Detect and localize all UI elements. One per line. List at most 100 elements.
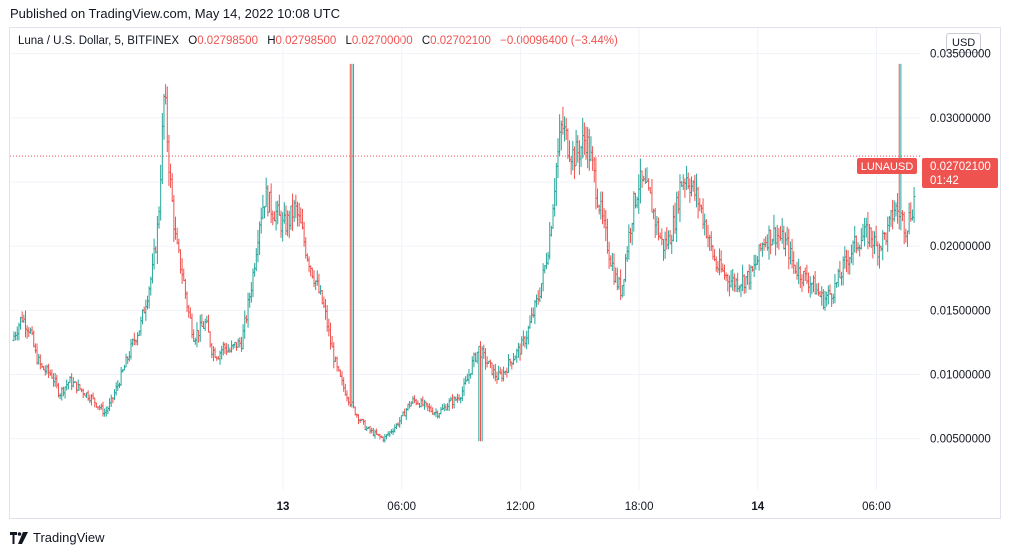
ohlc-bar: [408, 401, 412, 409]
ohlc-bar: [703, 213, 707, 236]
ohlc-bar: [413, 395, 417, 404]
ohlc-bar: [802, 270, 806, 287]
ohlc-bar: [869, 227, 873, 249]
ohlc-bar: [235, 341, 239, 351]
legend-open-value: 0.02798500: [197, 35, 258, 47]
ohlc-bar: [891, 199, 895, 230]
ohlc-bar: [32, 330, 36, 348]
ohlc-bar: [75, 381, 79, 394]
ohlc-bar: [347, 396, 351, 406]
ohlc-bar: [225, 343, 229, 356]
ohlc-bar: [76, 379, 80, 392]
currency-button[interactable]: USD: [946, 33, 982, 53]
ohlc-bar: [152, 238, 156, 270]
x-tick-label: 12:00: [506, 501, 535, 513]
ohlc-bar: [19, 316, 23, 330]
ohlc-bar: [309, 265, 313, 277]
chart-legend: Luna / U.S. Dollar, 5, BITFINEX O0.02798…: [18, 35, 624, 47]
ohlc-bar: [368, 425, 372, 434]
ohlc-bar: [881, 230, 885, 261]
ohlc-bar: [657, 217, 661, 241]
ohlc-bar: [741, 264, 745, 292]
ohlc-bar: [507, 353, 511, 373]
ohlc-bar: [889, 210, 893, 227]
x-tick-label: 13: [277, 501, 290, 513]
ohlc-bar: [592, 157, 596, 183]
ohlc-bar: [716, 261, 720, 274]
ohlc-bar: [788, 241, 792, 265]
ohlc-bar: [23, 310, 27, 338]
ohlc-bar: [185, 291, 189, 313]
ohlc-bar: [343, 383, 347, 396]
ohlc-bar: [357, 414, 361, 425]
ohlc-bar: [263, 206, 267, 219]
ohlc-bar: [297, 202, 301, 227]
ohlc-bar: [287, 210, 291, 239]
ohlc-bar: [637, 174, 641, 214]
ohlc-bar: [391, 428, 395, 435]
ohlc-bar: [478, 341, 482, 442]
ohlc-bar: [633, 192, 637, 209]
ohlc-bar: [864, 217, 868, 238]
y-tick-label: 0.02000000: [930, 241, 991, 253]
footer-brand[interactable]: TradingView: [10, 530, 105, 545]
ohlc-bar: [236, 338, 240, 348]
chart-grid: [10, 28, 920, 490]
ohlc-bar: [816, 282, 820, 296]
legend-low-label: L: [345, 35, 352, 47]
ohlc-bar: [551, 204, 555, 229]
ohlc-bar: [497, 365, 501, 380]
ohlc-bar: [602, 208, 606, 229]
ohlc-bar: [249, 281, 253, 303]
ohlc-bar: [772, 214, 776, 245]
ohlc-bar: [563, 116, 567, 142]
ohlc-bar: [121, 368, 125, 373]
last-price-tag-symbol-bg: [857, 158, 917, 174]
ohlc-bar: [647, 178, 651, 191]
ohlc-bar: [327, 318, 331, 337]
ohlc-bar: [774, 227, 778, 256]
legend-change-value: −0.00096400 (−3.44%): [500, 35, 618, 47]
ohlc-bar: [739, 283, 743, 297]
ohlc-bar: [901, 210, 905, 222]
ohlc-bar: [640, 170, 644, 189]
ohlc-bar: [277, 194, 281, 216]
legend-close-value: 0.02702100: [430, 35, 491, 47]
ohlc-bar: [274, 201, 278, 231]
ohlc-bar: [783, 232, 787, 257]
ohlc-bar: [197, 329, 201, 343]
ohlc-bar: [825, 291, 829, 307]
ohlc-bar: [259, 207, 263, 234]
ohlc-bar: [650, 178, 654, 213]
ohlc-bar: [460, 386, 464, 402]
ohlc-bar: [157, 206, 161, 229]
ohlc-bar: [790, 238, 794, 269]
ohlc-bar: [568, 140, 572, 163]
ohlc-bar: [271, 210, 275, 226]
ohlc-bar: [798, 265, 802, 289]
ohlc-bar: [305, 253, 309, 262]
ohlc-bar: [141, 309, 145, 325]
ohlc-bar: [241, 324, 245, 350]
chart-frame[interactable]: [9, 27, 1001, 519]
ohlc-bar: [482, 344, 486, 359]
ohlc-bar: [554, 162, 558, 207]
ohlc-bar: [154, 246, 158, 254]
ohlc-bar: [30, 326, 34, 336]
time-axis: 13 06:00 12:00 18:00 14 06:00: [277, 501, 891, 513]
ohlc-bar: [470, 356, 474, 375]
ohlc-bar: [495, 371, 499, 384]
ohlc-bar: [632, 191, 636, 232]
ohlc-bar: [813, 271, 817, 295]
ohlc-bar: [808, 276, 812, 298]
ohlc-bar: [101, 401, 105, 417]
ohlc-bar: [754, 254, 758, 270]
ohlc-bar: [183, 278, 187, 299]
ohlc-bars: [12, 63, 916, 443]
ohlc-bar: [188, 307, 192, 319]
ohlc-bar: [399, 415, 403, 425]
ohlc-bar: [373, 429, 377, 439]
ohlc-bar: [477, 345, 481, 442]
ohlc-bar: [272, 211, 276, 222]
